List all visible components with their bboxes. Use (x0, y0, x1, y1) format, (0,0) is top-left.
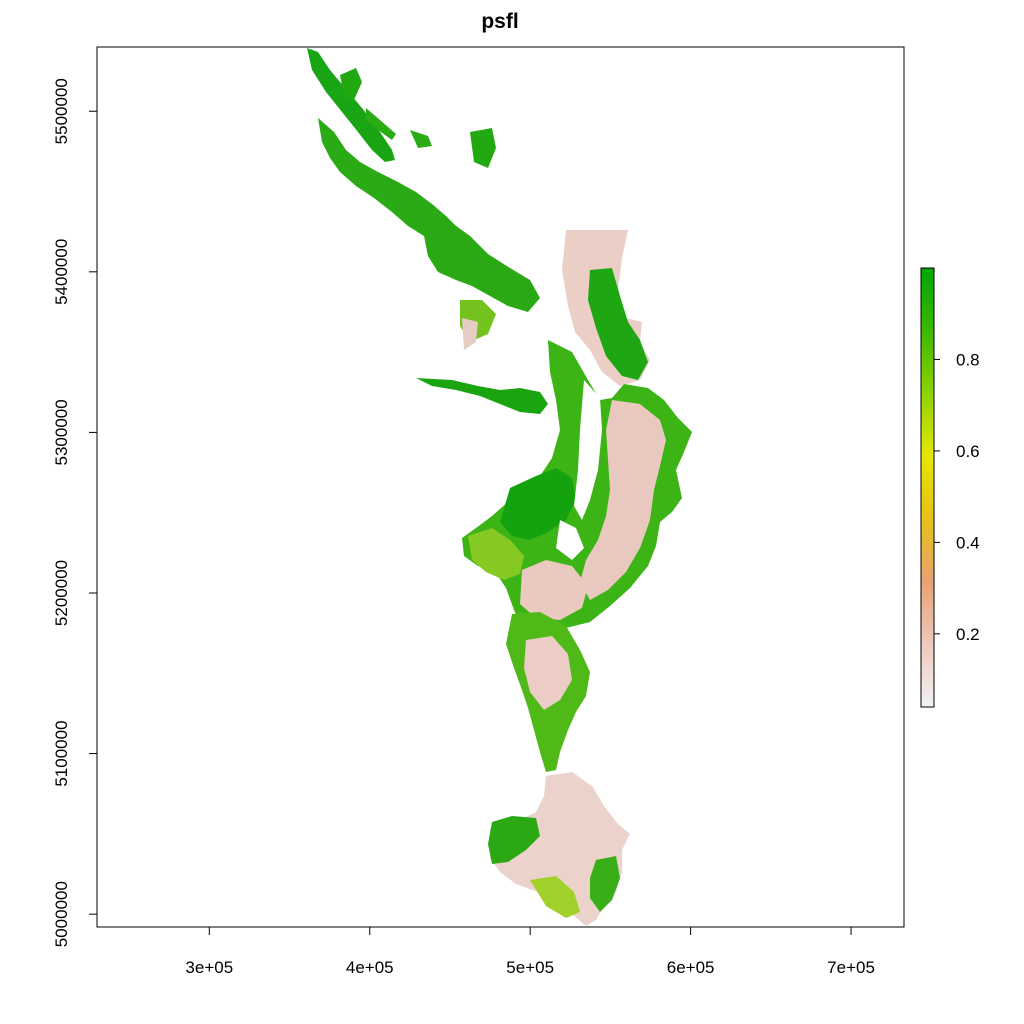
x-axis: 3e+05 4e+05 5e+05 6e+05 7e+05 (185, 927, 875, 977)
y-tick-label: 5100000 (52, 720, 71, 786)
y-tick-label: 5200000 (52, 560, 71, 626)
raster-central-mix (468, 528, 524, 580)
x-tick-label: 5e+05 (506, 958, 554, 977)
raster-central-pink (580, 400, 666, 600)
raster-south-lobe-mix (530, 876, 580, 918)
y-tick-label: 5400000 (52, 239, 71, 305)
plot-frame (96, 46, 905, 928)
y-tick-label: 5000000 (52, 881, 71, 947)
raster-north-strip (307, 48, 395, 162)
raster-island-b (470, 128, 496, 168)
legend-tick-label: 0.6 (956, 442, 980, 461)
legend-ticks: 0.2 0.4 0.6 0.8 (934, 350, 980, 644)
raster-west-arm (416, 378, 548, 414)
raster-central-south-pink (520, 560, 588, 620)
raster-northeast-green (588, 268, 648, 380)
raster-south-corridor-pink (524, 636, 572, 710)
raster-peninsula-b (462, 318, 478, 350)
y-tick-label: 5300000 (52, 399, 71, 465)
raster-water-gap-a (574, 380, 602, 520)
legend-tick-label: 0.4 (956, 533, 980, 552)
legend-tick-label: 0.8 (956, 350, 980, 369)
raster-water-gap-b (556, 520, 584, 560)
raster-sound-west (420, 216, 540, 312)
raster-south-lobe-green-east (590, 856, 620, 912)
map-title: psfl (481, 10, 519, 33)
suitability-raster (307, 48, 692, 926)
x-tick-label: 6e+05 (667, 958, 715, 977)
y-tick-label: 5500000 (52, 78, 71, 144)
legend-color-bar (920, 267, 935, 708)
x-tick-label: 4e+05 (346, 958, 394, 977)
raster-island-c (410, 130, 432, 148)
raster-island-a (340, 68, 362, 100)
raster-south-lobe-green-west (488, 816, 540, 864)
raster-central-green-west (500, 468, 576, 540)
x-tick-label: 3e+05 (185, 958, 233, 977)
x-tick-label: 7e+05 (827, 958, 875, 977)
raster-island-d (366, 108, 396, 140)
legend-tick-label: 0.2 (956, 625, 980, 644)
y-axis: 5000000 5100000 5200000 5300000 5400000 55000… (52, 78, 97, 947)
color-legend: 0.2 0.4 0.6 0.8 (920, 267, 980, 708)
